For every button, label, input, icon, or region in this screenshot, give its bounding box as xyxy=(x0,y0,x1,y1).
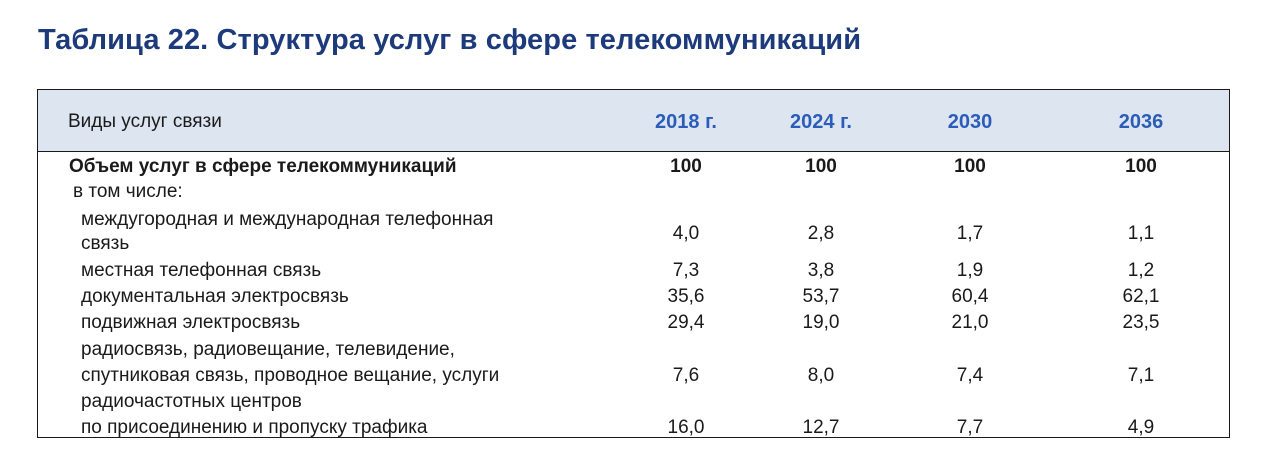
cell-total-2018: 100 xyxy=(670,156,702,177)
cell-interconnection-2018: 16,0 xyxy=(667,417,705,438)
header-year-2036: 2036 xyxy=(1118,111,1164,133)
cell-documentary-2030: 60,4 xyxy=(951,286,989,307)
row-label-radio-line2: спутниковая связь, проводное вещание, ус… xyxy=(81,365,500,386)
row-label-mobile: подвижная электросвязь xyxy=(81,312,301,333)
cell-mobile-2024: 19,0 xyxy=(802,312,840,333)
header-year-2024: 2024 г. xyxy=(790,111,852,133)
cell-total-2036: 100 xyxy=(1125,156,1157,177)
row-label-including: в том числе: xyxy=(73,181,183,202)
row-label-total: Объем услуг в сфере телекоммуникаций xyxy=(69,156,457,177)
cell-radio-2018: 7,6 xyxy=(672,365,700,386)
table-header: Виды услуг связи 2018 г. 2024 г. 2030 20… xyxy=(38,90,1229,152)
cell-total-2024: 100 xyxy=(805,156,837,177)
row-label-long-distance-line1: междугородная и международная телефонная xyxy=(81,209,494,230)
header-year-2030: 2030 xyxy=(947,111,993,133)
services-structure-table: Виды услуг связи 2018 г. 2024 г. 2030 20… xyxy=(37,89,1230,438)
cell-interconnection-2024: 12,7 xyxy=(802,417,840,438)
cell-local-telephone-2018: 7,3 xyxy=(672,260,700,281)
cell-long-distance-2024: 2,8 xyxy=(807,223,835,244)
cell-interconnection-2036: 4,9 xyxy=(1127,417,1155,438)
cell-local-telephone-2024: 3,8 xyxy=(807,260,835,281)
cell-mobile-2036: 23,5 xyxy=(1122,312,1160,333)
cell-local-telephone-2030: 1,9 xyxy=(956,260,984,281)
cell-mobile-2030: 21,0 xyxy=(951,312,989,333)
cell-documentary-2036: 62,1 xyxy=(1122,286,1160,307)
row-label-radio-line3: радиочастотных центров xyxy=(81,391,302,412)
cell-interconnection-2030: 7,7 xyxy=(956,417,984,438)
header-year-2018: 2018 г. xyxy=(655,111,717,133)
row-label-long-distance-line2: связь xyxy=(81,233,130,254)
row-label-radio-line1: радиосвязь, радиовещание, телевидение, xyxy=(81,339,455,360)
row-label-local-telephone: местная телефонная связь xyxy=(81,260,322,281)
cell-long-distance-2030: 1,7 xyxy=(956,223,984,244)
cell-total-2030: 100 xyxy=(954,156,986,177)
page-title: Таблица 22. Структура услуг в сфере теле… xyxy=(38,24,862,56)
cell-local-telephone-2036: 1,2 xyxy=(1127,260,1155,281)
cell-radio-2036: 7,1 xyxy=(1127,365,1155,386)
cell-radio-2030: 7,4 xyxy=(956,365,984,386)
cell-documentary-2018: 35,6 xyxy=(667,286,705,307)
cell-long-distance-2036: 1,1 xyxy=(1127,223,1155,244)
header-services-label: Виды услуг связи xyxy=(68,111,222,132)
cell-mobile-2018: 29,4 xyxy=(667,312,705,333)
cell-documentary-2024: 53,7 xyxy=(802,286,840,307)
row-label-interconnection: по присоединению и пропуску трафика xyxy=(81,417,428,438)
cell-long-distance-2018: 4,0 xyxy=(672,223,700,244)
cell-radio-2024: 8,0 xyxy=(807,365,835,386)
row-label-documentary: документальная электросвязь xyxy=(81,286,349,307)
